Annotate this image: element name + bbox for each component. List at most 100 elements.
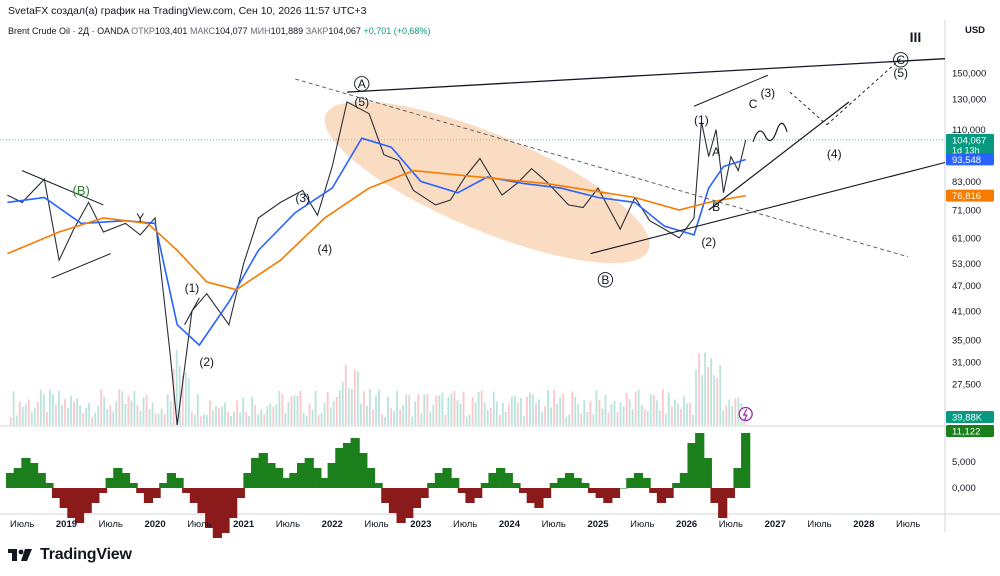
- volume-bar: [160, 408, 163, 425]
- oscillator-bar: [687, 443, 697, 488]
- ma-fast-badge-bg: [946, 153, 994, 166]
- volume-bar: [151, 402, 154, 425]
- oscillator-bar: [251, 458, 261, 488]
- volume-bar: [547, 389, 549, 425]
- volume-bar: [154, 413, 157, 425]
- volume-bar: [728, 399, 731, 425]
- time-tick-label: Июль: [807, 519, 831, 530]
- volume-bar: [610, 403, 613, 425]
- volume-bar: [181, 376, 184, 425]
- volume-bar: [516, 402, 519, 425]
- volume-bar: [9, 417, 12, 425]
- volume-bar: [559, 397, 562, 425]
- oscillator-bar: [113, 468, 123, 488]
- volume-bar: [97, 405, 100, 425]
- change-value: +0,701 (+0,68%): [363, 26, 431, 36]
- volume-badge: 39,88K: [952, 413, 983, 424]
- volume-bar: [390, 408, 392, 425]
- volume-bar: [305, 415, 308, 425]
- volume-bar: [30, 412, 33, 425]
- volume-bar: [36, 401, 39, 425]
- volume-bar: [568, 414, 571, 425]
- volume-bar: [233, 411, 235, 425]
- oscillator-bar: [633, 473, 644, 488]
- oscillator-bar: [526, 488, 536, 503]
- volume-bar: [178, 366, 181, 425]
- volume-bars: [9, 350, 746, 425]
- oscillator-bar: [74, 488, 85, 523]
- oscillator-bar: [557, 478, 567, 488]
- volume-bar: [625, 392, 628, 425]
- price-chart[interactable]: ABC(B)(5)(3)(4)(1)(2)(1)(2)ABC(3)(4)(5)Y…: [0, 0, 1000, 540]
- volume-bar: [704, 352, 706, 425]
- volume-bar: [341, 381, 344, 425]
- oscillator-bar: [388, 488, 399, 513]
- oscillator-bar: [672, 483, 682, 488]
- volume-bar: [127, 395, 130, 425]
- oscillator-bar: [289, 473, 299, 488]
- oscillator-bar: [427, 483, 437, 488]
- volume-bar: [263, 414, 266, 425]
- time-tick-label: 2021: [233, 519, 255, 530]
- oscillator-bar: [595, 488, 605, 498]
- volume-bar: [562, 393, 565, 425]
- volume-bar: [456, 400, 459, 425]
- time-tick-label: Июль: [364, 519, 388, 530]
- oscillator-bar: [610, 488, 621, 498]
- volume-bar: [731, 405, 734, 425]
- volume-bar: [287, 402, 290, 425]
- volume-bar: [501, 402, 504, 425]
- volume-bar: [281, 394, 284, 425]
- price-tick-label: 130,000: [952, 95, 986, 106]
- circled-b-label: B: [601, 273, 609, 287]
- oscillator-bar: [549, 483, 559, 488]
- volume-bar: [480, 390, 483, 425]
- projection-dash-1: [789, 91, 828, 126]
- oscillator-bar: [82, 488, 92, 513]
- drawings: [21, 58, 946, 325]
- volume-bar: [308, 403, 311, 425]
- triangle-lower-line: [51, 253, 111, 279]
- volume-bar: [24, 404, 27, 425]
- volume-bar: [384, 416, 386, 425]
- volume-bar: [571, 391, 574, 425]
- volume-bar: [344, 364, 347, 425]
- circled-a-label: A: [358, 77, 366, 91]
- descending-dashed-line: [295, 78, 909, 258]
- oscillator-bar: [480, 483, 490, 488]
- volume-bar: [350, 388, 353, 425]
- low-label: МИН: [250, 26, 271, 36]
- volume-bar: [82, 413, 84, 425]
- volume-bar: [622, 406, 625, 425]
- volume-bar: [538, 399, 540, 425]
- volume-bar: [414, 401, 417, 425]
- volume-bar: [556, 403, 559, 425]
- oscillator-bar: [442, 468, 452, 488]
- last-price-badge-bg: [946, 133, 994, 156]
- ohlc-legend: Brent Crude Oil · 2Д · OANDA ОТКР103,401…: [8, 26, 431, 36]
- channel-lower-line: [708, 101, 850, 211]
- symbol-title[interactable]: Brent Crude Oil · 2Д · OANDA: [8, 26, 129, 36]
- time-tick-label: Июль: [276, 519, 300, 530]
- oscillator-bar: [450, 478, 460, 488]
- volume-bar: [595, 389, 598, 425]
- volume-bar: [48, 389, 51, 425]
- oscillator-bar: [21, 458, 31, 488]
- volume-bar: [658, 410, 661, 425]
- volume-bar: [130, 400, 133, 425]
- upper-trendline: [346, 58, 946, 93]
- time-tick-label: Июль: [719, 519, 743, 530]
- volume-bar: [67, 407, 69, 425]
- ma-fast-line: [7, 137, 746, 347]
- volume-bar: [507, 404, 510, 425]
- oscillator-bar: [128, 483, 138, 488]
- volume-bar: [18, 401, 21, 425]
- volume-bar: [70, 395, 72, 425]
- volume-bar: [356, 371, 359, 425]
- volume-bar: [661, 389, 664, 425]
- tradingview-brand[interactable]: TradingView: [40, 546, 132, 563]
- volume-bar: [12, 391, 15, 425]
- volume-bar: [468, 414, 471, 425]
- volume-bar: [628, 399, 631, 425]
- close-value: 104,067: [328, 26, 361, 36]
